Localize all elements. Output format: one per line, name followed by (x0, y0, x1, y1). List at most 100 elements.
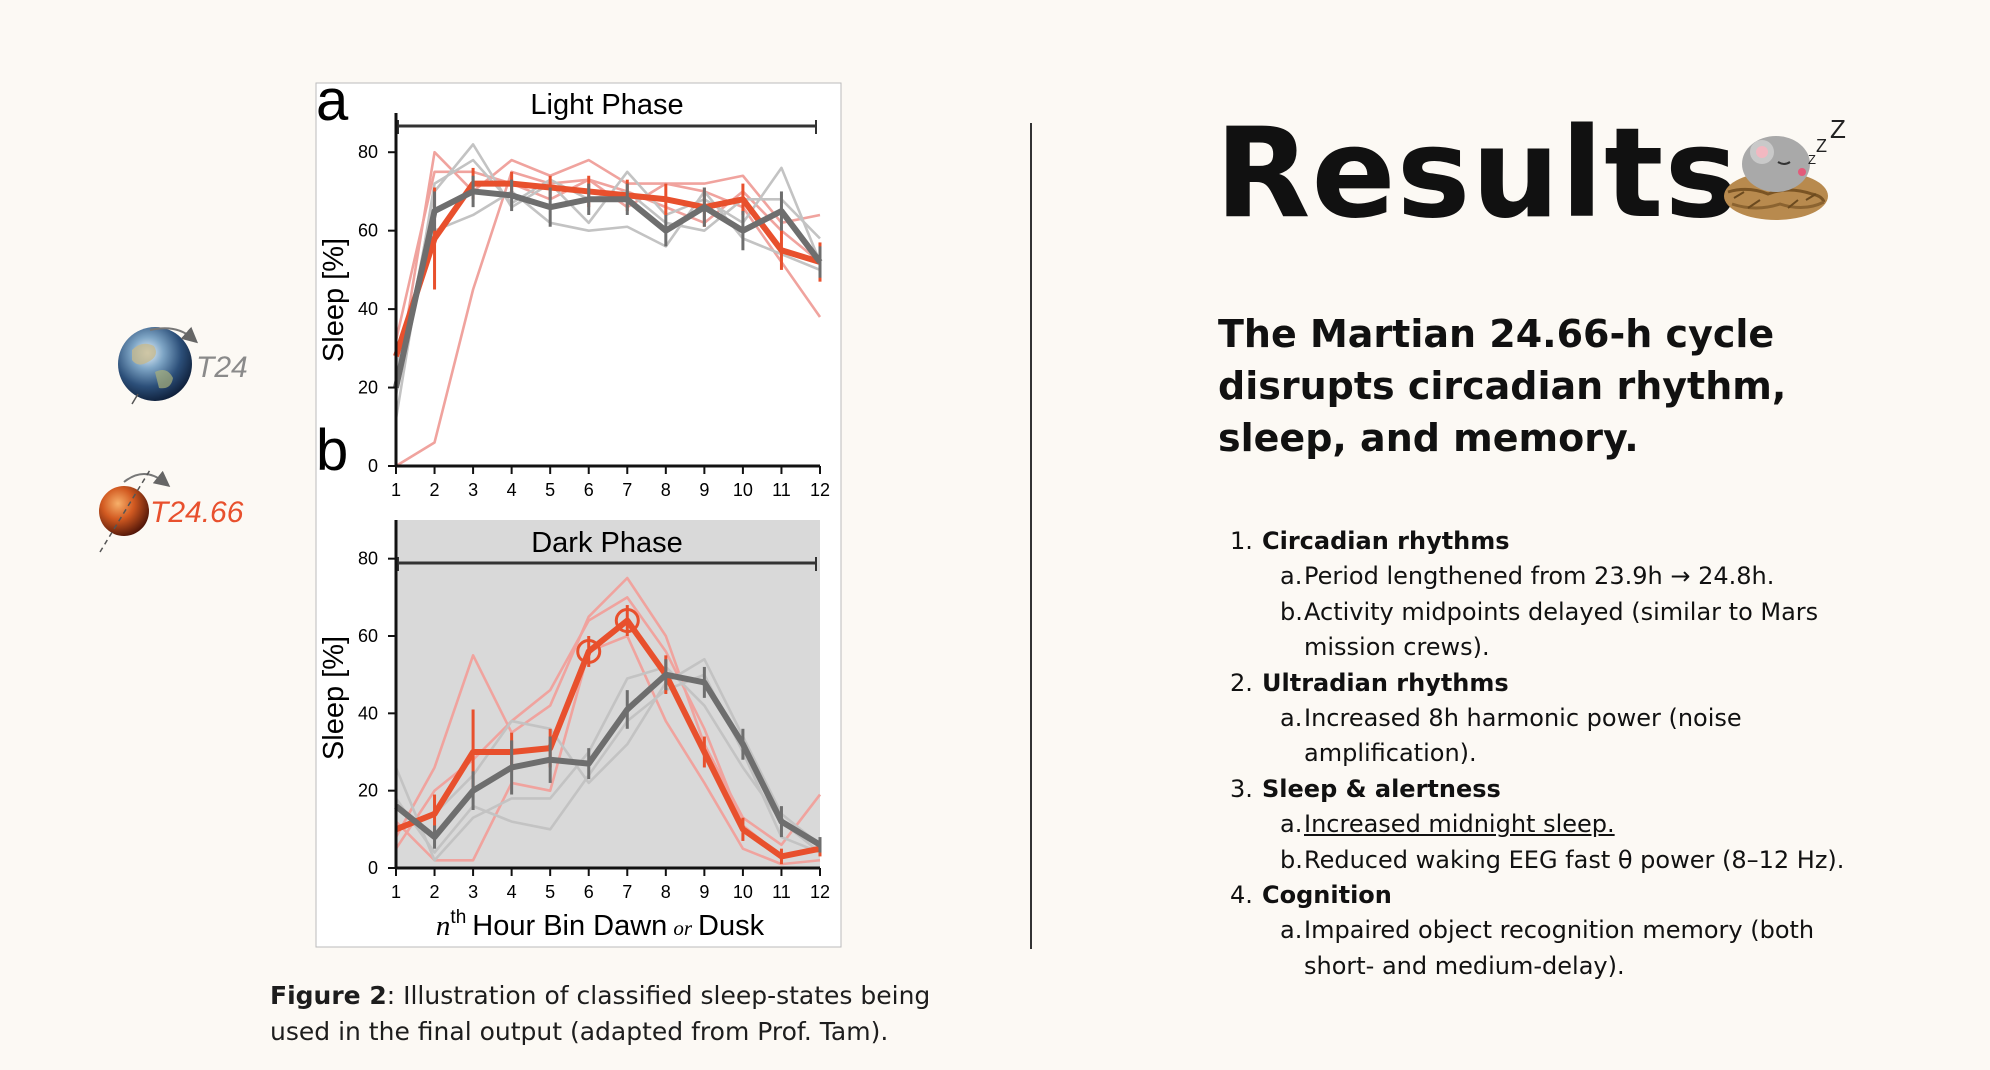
subitem-letter: a. (1280, 916, 1303, 945)
subitem-text: Period lengthened from 23.9h → 24.8h. (1304, 562, 1775, 591)
y-tick-label: 60 (358, 626, 378, 646)
x-tick-label: 1 (391, 480, 401, 500)
finding-title: Sleep & alertness (1262, 774, 1501, 803)
finding-number: 2. (1230, 668, 1253, 697)
finding-item: 2. Ultradian rhythms (1230, 666, 1878, 701)
y-tick-label: 0 (368, 858, 378, 878)
finding-subitem: a. Increased 8h harmonic power (noise amp… (1238, 701, 1878, 772)
individual-line-mars (394, 150, 821, 388)
earth-label: T24 (196, 351, 248, 384)
x-tick-label: 5 (545, 882, 555, 902)
earth-icon (118, 326, 199, 405)
finding-subitem: a. Increased midnight sleep. (1238, 807, 1878, 842)
dark-phase-title: Dark Phase (531, 527, 683, 559)
dark-phase-shading (396, 520, 820, 868)
y-tick-label: 20 (358, 781, 378, 801)
subitem-letter: b. (1280, 845, 1303, 874)
mean-line-earth (393, 188, 823, 389)
results-subtitle: The Martian 24.66-h cycle disrupts circa… (1218, 312, 1787, 460)
x-tick-label: 12 (810, 480, 830, 500)
finding-item: 4. Cognition (1230, 878, 1878, 913)
finding-subitem: a. Period lengthened from 23.9h → 24.8h. (1238, 559, 1878, 594)
panel-letter-a: a (316, 68, 349, 133)
highlight-circle (576, 638, 602, 664)
individual-line-mars (394, 576, 822, 847)
column-divider (1030, 123, 1032, 949)
individual-line-earth (394, 673, 821, 854)
x-axis-label: nth Hour Bin Dawn or Dusk (436, 907, 765, 942)
subitem-text: Activity midpoints delayed (similar to M… (1304, 597, 1819, 662)
x-tick-label: 8 (661, 882, 671, 902)
subitem-text: Impaired object recognition memory (both… (1304, 916, 1815, 980)
finding-subitem: b. Reduced waking EEG fast θ power (8–12 … (1238, 843, 1878, 878)
zzz-tiny: Z (1808, 152, 1816, 167)
x-tick-label: 7 (622, 480, 632, 500)
caption-label: Figure 2 (270, 981, 387, 1010)
x-tick-label: 6 (584, 882, 594, 902)
x-tick-label: 5 (545, 480, 555, 500)
y-tick-label: 20 (358, 378, 378, 398)
subitem-letter: a. (1280, 810, 1303, 839)
subitem-letter: a. (1280, 704, 1303, 733)
subitem-text: Increased midnight sleep. (1304, 810, 1615, 839)
x-tick-label: 7 (622, 882, 632, 902)
y-tick-label: 0 (368, 456, 378, 476)
individual-line-mars (395, 634, 821, 866)
finding-subitem: b. Activity midpoints delayed (similar to… (1238, 595, 1878, 666)
figure-caption: Figure 2: Illustration of classified sle… (270, 978, 950, 1050)
finding-item: 1. Circadian rhythms (1230, 524, 1878, 559)
y-tick-label: 40 (358, 703, 378, 723)
y-axis-label-b: Sleep [%] (318, 636, 350, 760)
x-tick-label: 10 (733, 882, 753, 902)
x-tick-label: 3 (468, 480, 478, 500)
finding-number: 1. (1230, 527, 1253, 555)
x-tick-label: 4 (507, 882, 517, 902)
x-tick-label: 9 (699, 480, 709, 500)
mean-line-earth (394, 671, 822, 848)
mars-label: T24.66 (150, 496, 244, 529)
x-tick-label: 2 (430, 480, 440, 500)
mars-icon (99, 469, 171, 553)
finding-title: Cognition (1262, 881, 1392, 910)
x-tick-label: 12 (810, 882, 830, 902)
y-tick-label: 80 (358, 549, 378, 569)
y-axis-label-a: Sleep [%] (318, 238, 350, 362)
x-tick-label: 11 (772, 480, 791, 500)
caption-text: : Illustration of classified sleep-state… (270, 981, 931, 1046)
x-tick-label: 9 (699, 882, 709, 902)
sleeping-mouse-icon: Z Z Z (1724, 114, 1846, 220)
results-title: Results (1215, 102, 1740, 246)
y-tick-label: 60 (358, 221, 378, 241)
finding-number: 3. (1230, 774, 1253, 803)
light-phase-title: Light Phase (530, 89, 683, 121)
y-tick-label: 80 (358, 142, 378, 162)
individual-line-earth (394, 665, 821, 862)
x-tick-label: 3 (468, 882, 478, 902)
finding-number: 4. (1230, 881, 1253, 910)
individual-line-mars (395, 170, 821, 468)
x-tick-label: 10 (733, 480, 753, 500)
findings-list: 1. Circadian rhythms a. Period lengthened f… (1230, 524, 1878, 984)
subitem-text: Reduced waking EEG fast θ power (8–12 Hz… (1304, 845, 1845, 874)
highlight-circle (614, 608, 640, 634)
x-tick-label: 4 (507, 480, 517, 500)
x-tick-label: 11 (772, 882, 791, 902)
subitem-text: Increased 8h harmonic power (noise ampli… (1304, 704, 1742, 768)
finding-title: Circadian rhythms (1262, 527, 1510, 555)
x-tick-label: 6 (584, 480, 594, 500)
finding-item: 3. Sleep & alertness (1230, 772, 1878, 807)
finding-subitem: a. Impaired object recognition memory (bo… (1238, 913, 1878, 984)
zzz-small: Z (1830, 114, 1846, 144)
finding-title: Ultradian rhythms (1262, 668, 1509, 697)
x-tick-label: 2 (430, 882, 440, 902)
y-tick-label: 40 (358, 299, 378, 319)
panel-letter-b: b (316, 418, 348, 483)
individual-line-earth (394, 190, 821, 369)
x-tick-label: 8 (661, 480, 671, 500)
x-tick-label: 1 (391, 882, 401, 902)
subitem-letter: a. (1280, 562, 1303, 591)
mean-line-mars (394, 617, 821, 860)
subitem-letter: b. (1280, 597, 1303, 626)
